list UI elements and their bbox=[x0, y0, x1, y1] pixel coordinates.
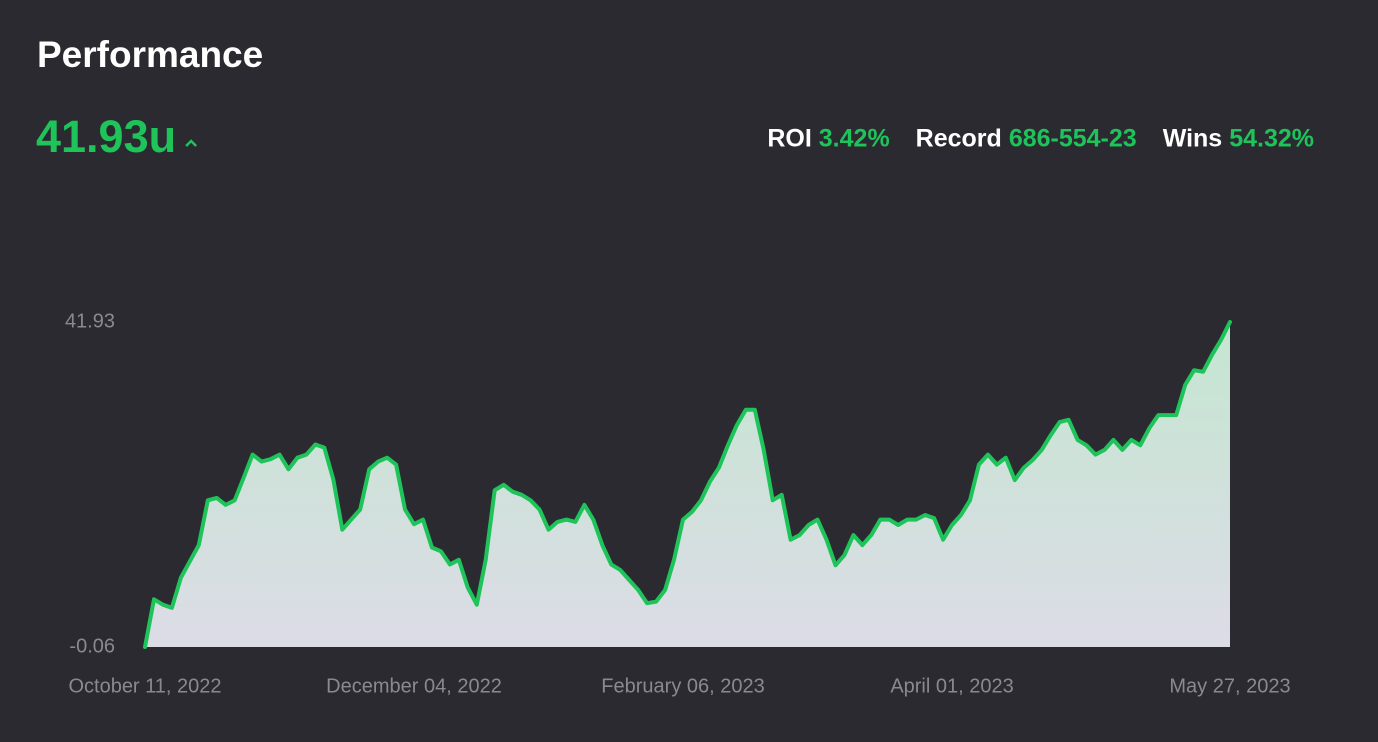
area bbox=[145, 322, 1230, 647]
y-tick-label: 41.93 bbox=[65, 310, 115, 332]
x-tick-label: October 11, 2022 bbox=[68, 675, 221, 697]
y-tick-label: -0.06 bbox=[69, 635, 115, 657]
stat-label: Record bbox=[916, 125, 1002, 153]
title: Performance bbox=[37, 34, 263, 75]
line bbox=[143, 320, 1232, 649]
total-units: 41.93u bbox=[36, 111, 176, 162]
x-tick-label: April 01, 2023 bbox=[890, 675, 1013, 697]
x-tick-label: May 27, 2023 bbox=[1169, 675, 1290, 697]
up-caret bbox=[185, 139, 197, 147]
stat-label: ROI bbox=[767, 125, 811, 153]
x-tick-label: February 06, 2023 bbox=[601, 675, 764, 697]
stat-value: 686-554-23 bbox=[1009, 125, 1137, 153]
stat-value: 3.42% bbox=[819, 125, 890, 153]
stats: ROI 3.42% Record 686-554-23 Wins 54.32% bbox=[767, 125, 1314, 153]
stat-value: 54.32% bbox=[1229, 125, 1314, 153]
x-tick-label: December 04, 2022 bbox=[326, 675, 502, 697]
stat-label: Wins bbox=[1163, 125, 1223, 153]
